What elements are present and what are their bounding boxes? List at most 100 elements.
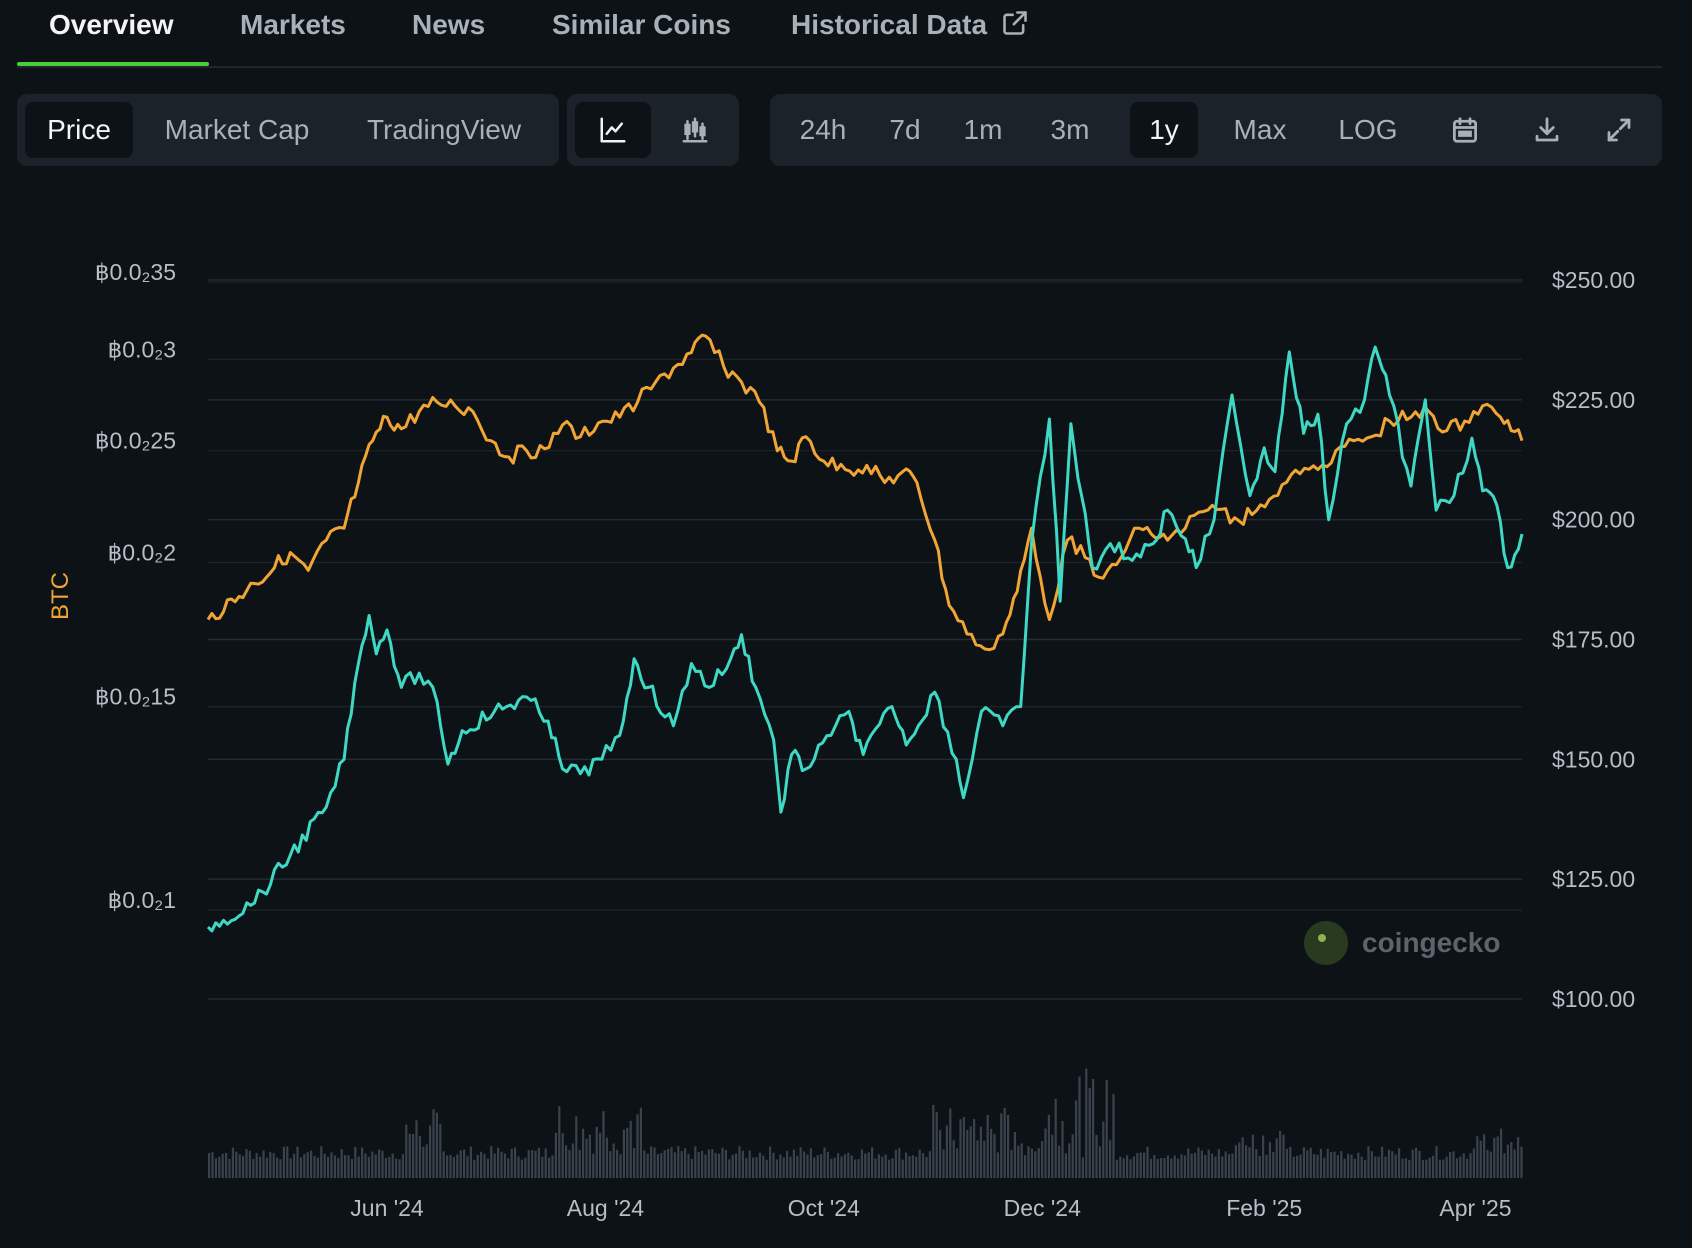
coingecko-logo-icon — [1304, 921, 1348, 965]
volume-bar — [357, 1156, 360, 1178]
volume-bar — [367, 1156, 370, 1178]
x-axis-tick-label: Feb '25 — [1226, 1195, 1302, 1221]
volume-bar — [211, 1152, 214, 1178]
volume-bar — [1061, 1121, 1064, 1178]
volume-bar — [578, 1149, 581, 1178]
tab-overview[interactable]: Overview — [49, 9, 174, 40]
volume-bar — [741, 1150, 744, 1178]
volume-bar — [1207, 1149, 1210, 1178]
volume-bar — [684, 1148, 687, 1178]
volume-bar — [1489, 1151, 1492, 1178]
volume-bar — [1228, 1153, 1231, 1178]
volume-bar — [1415, 1147, 1418, 1178]
price-button[interactable]: Price — [25, 102, 133, 158]
right-axis-tick-label: $225.00 — [1552, 387, 1635, 413]
volume-bar — [1275, 1138, 1278, 1178]
chart-grid — [208, 279, 1522, 1000]
volume-bar — [738, 1146, 741, 1178]
tab-similar-coins[interactable]: Similar Coins — [552, 9, 731, 40]
market-cap-button[interactable]: Market Cap — [164, 114, 310, 145]
volume-bar — [612, 1143, 615, 1178]
volume-bar — [1170, 1158, 1173, 1178]
calendar-button[interactable] — [1430, 102, 1500, 158]
volume-bar — [272, 1153, 275, 1178]
tab-markets[interactable]: Markets — [240, 9, 346, 40]
volume-bar — [803, 1151, 806, 1178]
volume-bar — [1377, 1156, 1380, 1178]
range-1m-button[interactable]: 1m — [963, 114, 1003, 145]
volume-bar — [799, 1147, 802, 1178]
volume-bar — [1330, 1151, 1333, 1178]
right-axis-tick-label: $150.00 — [1552, 746, 1635, 772]
tab-historical-data[interactable]: Historical Data — [791, 8, 1029, 58]
chart-type-toggle-group — [567, 94, 739, 166]
volume-bar — [432, 1109, 435, 1178]
volume-bar — [877, 1154, 880, 1178]
volume-bar — [1153, 1155, 1156, 1178]
volume-bar — [629, 1120, 632, 1178]
volume-bar — [248, 1150, 251, 1178]
volume-bar — [255, 1153, 258, 1178]
usd-price-line — [206, 345, 1524, 933]
volume-bar — [1357, 1152, 1360, 1178]
volume-bar — [687, 1153, 690, 1178]
volume-bar — [1370, 1151, 1373, 1178]
volume-bar — [1234, 1145, 1237, 1178]
volume-bar — [650, 1146, 653, 1178]
download-button[interactable] — [1512, 102, 1582, 158]
volume-bar — [293, 1153, 296, 1178]
tradingview-button[interactable]: TradingView — [366, 114, 522, 145]
tab-news[interactable]: News — [412, 9, 486, 40]
volume-bar — [1020, 1143, 1023, 1178]
volume-bar — [809, 1148, 812, 1178]
volume-bar — [303, 1154, 306, 1178]
volume-bar — [520, 1159, 523, 1178]
volume-bar — [415, 1120, 418, 1178]
volume-bar — [1500, 1128, 1503, 1178]
range-max-button[interactable]: Max — [1233, 114, 1287, 145]
volume-bar — [1394, 1154, 1397, 1178]
volume-bar — [558, 1106, 561, 1178]
volume-bar — [820, 1154, 823, 1178]
volume-bar — [282, 1146, 285, 1178]
volume-bar — [1092, 1078, 1095, 1178]
volume-bar — [575, 1116, 578, 1178]
volume-bar — [993, 1134, 996, 1178]
range-3m-button[interactable]: 3m — [1050, 114, 1090, 145]
volume-bar — [1024, 1155, 1027, 1178]
volume-bar — [279, 1159, 282, 1178]
volume-bar — [1160, 1157, 1163, 1178]
volume-bar — [1455, 1158, 1458, 1178]
volume-bar — [1292, 1156, 1295, 1178]
volume-bar — [425, 1144, 428, 1178]
volume-bar — [690, 1158, 693, 1178]
candlestick-button[interactable] — [657, 102, 733, 158]
volume-bar — [1231, 1153, 1234, 1178]
volume-bar — [1517, 1137, 1520, 1178]
volume-bar — [446, 1155, 449, 1178]
volume-bar — [605, 1137, 608, 1178]
volume-bar — [378, 1149, 381, 1178]
volume-bar — [1272, 1151, 1275, 1178]
volume-bar — [225, 1152, 228, 1178]
top-tab-bar: Overview Markets News Similar Coins Hist… — [17, 0, 1662, 68]
log-scale-button[interactable]: LOG — [1338, 114, 1398, 145]
volume-bar — [1469, 1153, 1472, 1178]
range-24h-button[interactable]: 24h — [799, 114, 847, 145]
range-7d-button[interactable]: 7d — [889, 114, 921, 145]
volume-bar — [1173, 1155, 1176, 1178]
volume-bar — [585, 1138, 588, 1178]
volume-bar — [1462, 1153, 1465, 1178]
volume-bar — [826, 1152, 829, 1178]
volume-bar — [1425, 1159, 1428, 1178]
volume-bar — [1479, 1140, 1482, 1178]
volume-bar — [769, 1146, 772, 1178]
expand-button[interactable] — [1582, 102, 1656, 158]
range-1y-button[interactable]: 1y — [1130, 102, 1198, 158]
volume-bar — [228, 1158, 231, 1178]
line-chart-button[interactable] — [575, 102, 651, 158]
volume-bar — [568, 1149, 571, 1178]
volume-bar — [694, 1146, 697, 1178]
volume-bar — [939, 1130, 942, 1178]
